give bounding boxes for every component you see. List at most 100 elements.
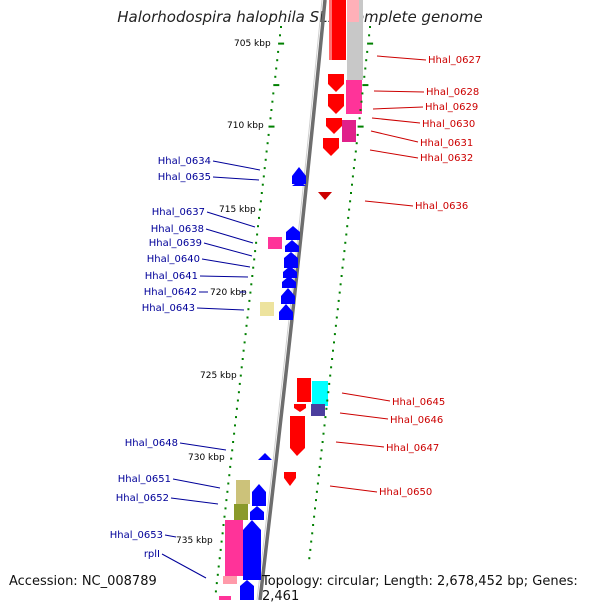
gene-arrow-hhal-0630[interactable] xyxy=(326,118,342,134)
ruler-tick xyxy=(358,117,361,120)
gene-label-layer: 705 kbp 710 kbp 715 kbp 720 kbp 725 kbp … xyxy=(110,39,481,579)
ruler-tick xyxy=(368,34,371,37)
gene-arrow-hhal-0650[interactable] xyxy=(284,472,296,486)
misc-feature-block[interactable] xyxy=(312,381,328,406)
ruler-tick xyxy=(316,482,319,485)
overlap-feature-block[interactable] xyxy=(311,404,325,416)
gene-arrow-hhal-0641[interactable] xyxy=(282,276,296,288)
ruler-tick xyxy=(250,283,253,286)
ruler-tick xyxy=(224,507,227,510)
gene-label-hhal-0648: Hhal_0648 xyxy=(125,438,178,449)
gene-arrow-rpli[interactable] xyxy=(240,580,254,600)
trna-block-hhal-0643[interactable] xyxy=(260,302,274,316)
gene-label-hhal-0651: Hhal_0651 xyxy=(118,474,171,485)
ruler-tick xyxy=(253,258,256,261)
ruler-label-735: 735 kbp xyxy=(176,536,213,546)
gene-arrow-hhal-0629[interactable] xyxy=(328,94,344,114)
ruler-tick xyxy=(338,291,341,294)
gene-block-hhal-0627[interactable] xyxy=(332,0,346,60)
gene-arrow-hhal-0628[interactable] xyxy=(328,74,344,92)
gene-arrow-hhal-0651[interactable] xyxy=(252,484,266,506)
ruler-tick xyxy=(233,432,236,435)
ruler-tick xyxy=(360,100,363,103)
gene-arrow-hhal-0648[interactable] xyxy=(258,453,272,460)
ruler-tick xyxy=(255,241,258,244)
overlap-trna-block[interactable] xyxy=(234,504,248,520)
ruler-tick xyxy=(356,133,359,136)
gene-arrow-hhal-0652[interactable] xyxy=(250,506,264,520)
rrna-block-hhal-0638[interactable] xyxy=(268,237,282,249)
ruler-tick xyxy=(366,50,369,53)
gene-arrow-hhal-0632[interactable] xyxy=(323,138,339,156)
gene-arrow-hhal-0634[interactable] xyxy=(292,167,306,184)
ruler-tick xyxy=(276,59,279,62)
gene-arrow-hhal-0635[interactable] xyxy=(292,181,306,186)
ruler-tick xyxy=(340,275,343,277)
map-title: Halorhodospira halophila SL1, complete g… xyxy=(117,8,483,26)
ruler-tick xyxy=(221,532,224,535)
ruler-tick xyxy=(342,258,345,261)
ruler-label-705: 705 kbp xyxy=(234,39,271,49)
forward-gene-cluster-low[interactable] xyxy=(284,378,328,486)
gene-label-hhal-0630: Hhal_0630 xyxy=(422,119,475,130)
ruler-tick xyxy=(249,291,252,294)
reverse-gene-cluster-low[interactable] xyxy=(219,453,272,600)
ruler-tick xyxy=(359,109,362,111)
trna-block-upper[interactable] xyxy=(236,480,250,504)
gene-arrow-hhal-0642[interactable] xyxy=(281,288,295,304)
reverse-gene-cluster-mid[interactable] xyxy=(260,167,306,320)
ruler-tick xyxy=(216,573,219,576)
gene-arrow-hhal-0640[interactable] xyxy=(283,266,297,278)
ruler-tick xyxy=(228,474,231,477)
gene-arrow-hhal-0638[interactable] xyxy=(285,240,299,252)
rrna-block-upper[interactable] xyxy=(346,80,362,114)
ruler-tick xyxy=(327,391,330,394)
ruler-tick xyxy=(263,167,266,170)
gene-arrow-hhal-0646[interactable] xyxy=(294,404,306,412)
ruler-tick xyxy=(267,133,270,136)
ruler-tick xyxy=(230,457,233,460)
ruler-tick xyxy=(247,308,250,311)
ruler-tick xyxy=(315,490,318,493)
genome-backbone xyxy=(258,0,327,600)
ruler-tick xyxy=(337,299,340,302)
ruler-tick xyxy=(256,233,259,236)
gene-arrow-hhal-0637[interactable] xyxy=(286,226,300,240)
ruler-tick xyxy=(354,150,357,153)
ruler-tick xyxy=(243,341,246,344)
gene-label-hhal-0638: Hhal_0638 xyxy=(151,224,204,235)
forward-gene-cluster-top[interactable] xyxy=(318,0,362,200)
ruler-tick xyxy=(237,391,240,394)
rrna-block-edge[interactable] xyxy=(219,596,231,600)
ruler-tick xyxy=(262,175,265,178)
rrna-block-hhal-0631[interactable] xyxy=(342,120,356,142)
ruler-label-725: 725 kbp xyxy=(200,371,237,381)
ruler-tick xyxy=(246,316,249,319)
ruler-tick xyxy=(322,432,325,435)
ruler-tick xyxy=(275,67,278,70)
ruler-tick xyxy=(348,208,351,211)
gene-arrow-hhal-0647[interactable] xyxy=(290,416,305,456)
ruler-tick xyxy=(248,299,251,302)
rrna-block-lower[interactable] xyxy=(225,520,243,576)
ruler-tick xyxy=(234,424,236,427)
ruler-tick xyxy=(369,26,371,28)
ruler-tick xyxy=(254,250,257,253)
ruler-tick xyxy=(339,283,342,286)
rrna-block-tail[interactable] xyxy=(223,576,237,584)
gene-arrow-hhal-0653[interactable] xyxy=(243,520,261,580)
ruler-tick xyxy=(270,109,273,111)
gene-arrow-hhal-0639[interactable] xyxy=(284,252,298,268)
gene-arrow-hhal-0643[interactable] xyxy=(279,304,293,320)
gene-arrow-hhal-0636[interactable] xyxy=(318,192,332,200)
gene-block-hhal-0645[interactable] xyxy=(297,378,311,402)
ruler-tick xyxy=(236,399,239,402)
ruler-tick xyxy=(331,358,334,360)
ruler-tick xyxy=(365,59,368,62)
ruler-tick-track xyxy=(214,26,374,593)
gray-feature-top[interactable] xyxy=(347,0,359,22)
ruler-tick xyxy=(314,507,316,510)
ruler-tick xyxy=(315,499,317,502)
ruler-tick xyxy=(269,117,272,120)
ruler-tick xyxy=(329,374,332,377)
